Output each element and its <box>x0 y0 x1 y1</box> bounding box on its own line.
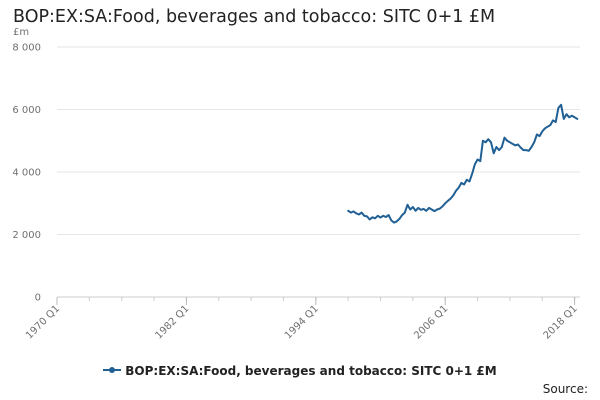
x-tick-label: 1982 Q1 <box>153 303 191 341</box>
y-tick-label: 2 000 <box>12 230 41 241</box>
y-tick-label: 6 000 <box>12 105 41 116</box>
y-tick-label: 8 000 <box>12 43 41 54</box>
x-tick-label: 2018 Q1 <box>542 303 580 341</box>
y-tick-label: 0 <box>35 293 41 304</box>
series-line <box>347 103 579 224</box>
source-label: Source: <box>542 382 588 396</box>
legend[interactable]: BOP:EX:SA:Food, beverages and tobacco: S… <box>0 364 600 378</box>
y-tick-label: 4 000 <box>12 168 41 179</box>
y-axis-unit-label: £m <box>13 27 29 38</box>
chart-title: BOP:EX:SA:Food, beverages and tobacco: S… <box>13 7 496 27</box>
legend-line-marker-icon <box>103 364 122 376</box>
x-tick-label: 1994 Q1 <box>283 303 321 341</box>
legend-label: BOP:EX:SA:Food, beverages and tobacco: S… <box>125 364 497 378</box>
x-tick-label: 1970 Q1 <box>24 303 62 341</box>
x-tick-label: 2006 Q1 <box>412 303 450 341</box>
